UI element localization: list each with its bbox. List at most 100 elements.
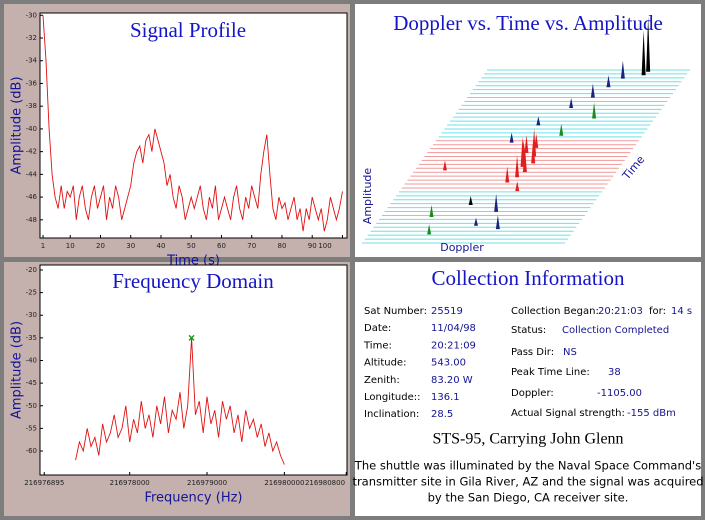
info-label: Collection Began:	[511, 306, 599, 317]
info-panel	[355, 262, 701, 516]
x-tick-label: 216980000	[264, 479, 304, 487]
y-tick-label: -30	[26, 311, 37, 319]
info-value: 38	[608, 367, 621, 378]
y-tick-label: -20	[26, 266, 37, 274]
data-line	[42, 15, 343, 232]
y-tick-label: -42	[26, 148, 37, 156]
info-value: -155 dBm	[627, 408, 676, 419]
peak	[505, 166, 510, 183]
y-tick-label: -38	[26, 102, 37, 110]
peak	[521, 139, 526, 160]
peak	[509, 132, 514, 143]
peak	[515, 181, 520, 192]
y-tick-label: -35	[26, 334, 37, 342]
description: The shuttle was illuminated by the Naval…	[354, 459, 701, 473]
headline: STS-95, Carrying John Glenn	[432, 431, 623, 448]
peak	[620, 60, 625, 79]
y-axis-label: Amplitude	[361, 168, 374, 225]
info-label: Peak Time Line:	[511, 367, 590, 378]
peak	[429, 205, 434, 218]
y-tick-label: -50	[26, 402, 37, 410]
peak	[468, 195, 473, 205]
x-tick-label: 70	[247, 242, 256, 250]
peak	[646, 16, 651, 72]
peak	[532, 128, 537, 157]
peak	[494, 193, 499, 212]
peak	[590, 83, 595, 98]
info-value: -1105.00	[597, 388, 642, 399]
info-value: Collection Completed	[562, 325, 669, 336]
info-label: Longitude::	[364, 392, 420, 403]
y-tick-label: -44	[26, 170, 38, 178]
peak	[515, 155, 520, 178]
y-tick-label: -46	[26, 193, 38, 201]
x-tick-label: 216978000	[110, 479, 150, 487]
peak	[442, 160, 447, 171]
peak	[559, 123, 564, 136]
x-tick-label: 216979000	[187, 479, 227, 487]
info-label: Date:	[364, 323, 391, 334]
info-value: NS	[563, 347, 577, 358]
peak	[592, 102, 597, 119]
x-tick-label: 216976895	[24, 479, 64, 487]
peak	[606, 75, 611, 88]
chart-title: Frequency Domain	[112, 269, 274, 293]
peak	[569, 98, 574, 109]
y-tick-label: -32	[26, 34, 37, 42]
peak	[474, 217, 478, 226]
data-line	[75, 337, 285, 465]
y-tick-label: -55	[26, 424, 37, 432]
info-label: Pass Dir:	[511, 347, 554, 358]
peak-marker	[188, 334, 195, 341]
x-axis-label: Frequency (Hz)	[144, 491, 242, 506]
x-tick-label: 216980800	[305, 479, 345, 487]
x-tick-label: 50	[187, 242, 196, 250]
info-label: Status:	[511, 325, 546, 336]
x-tick-label: 90	[308, 242, 317, 250]
info-value: 83.20 W	[431, 375, 473, 386]
info-label: for:	[649, 306, 666, 317]
y-tick-label: -36	[26, 79, 38, 87]
info-label: Inclination:	[364, 409, 419, 420]
y-axis-label: Amplitude (dB)	[10, 321, 25, 419]
y-axis-label: Amplitude (dB)	[10, 76, 25, 174]
chart-title: Signal Profile	[130, 18, 246, 42]
info-value: 136.1	[431, 392, 460, 403]
info-value: 28.5	[431, 409, 453, 420]
x-tick-label: 30	[126, 242, 135, 250]
x-tick-label: 40	[157, 242, 166, 250]
info-value: 20:21:09	[431, 340, 476, 351]
peak	[427, 224, 432, 235]
x-tick-label: 20	[96, 242, 105, 250]
description: by the San Diego, CA receiver site.	[428, 491, 629, 505]
peak	[641, 30, 646, 76]
y-tick-label: -48	[26, 216, 37, 224]
info-value: 11/04/98	[431, 323, 476, 334]
x-tick-label: 60	[217, 242, 226, 250]
y-tick-label: -45	[26, 379, 37, 387]
y-tick-label: -40	[26, 125, 37, 133]
x-axis-label: Doppler	[440, 241, 484, 254]
peak	[495, 215, 500, 230]
y-tick-label: -40	[26, 356, 37, 364]
info-title: Collection Information	[431, 266, 625, 290]
info-value: 543.00	[431, 358, 466, 369]
description: transmitter site in Gila River, AZ and t…	[352, 475, 703, 489]
x-tick-label: 1	[41, 242, 45, 250]
y-tick-label: -34	[26, 57, 38, 65]
info-label: Time:	[363, 340, 392, 351]
peak	[536, 116, 541, 126]
peak	[524, 135, 529, 154]
info-value: 20:21:03	[598, 306, 643, 317]
x-tick-label: 10	[66, 242, 75, 250]
info-value: 14 s	[671, 306, 692, 317]
x-tick-label: 80	[278, 242, 287, 250]
y-tick-label: -25	[26, 289, 37, 297]
content: -30 -32 -34 -36 -38 -40 -42 -44 -46 -48 1 10 20 30 40 5…	[10, 11, 704, 506]
info-label: Doppler:	[511, 388, 554, 399]
chart-title: Doppler vs. Time vs. Amplitude	[393, 11, 663, 35]
x-tick-label: 100	[318, 242, 331, 250]
peak	[534, 133, 539, 148]
info-label: Sat Number:	[364, 306, 427, 317]
